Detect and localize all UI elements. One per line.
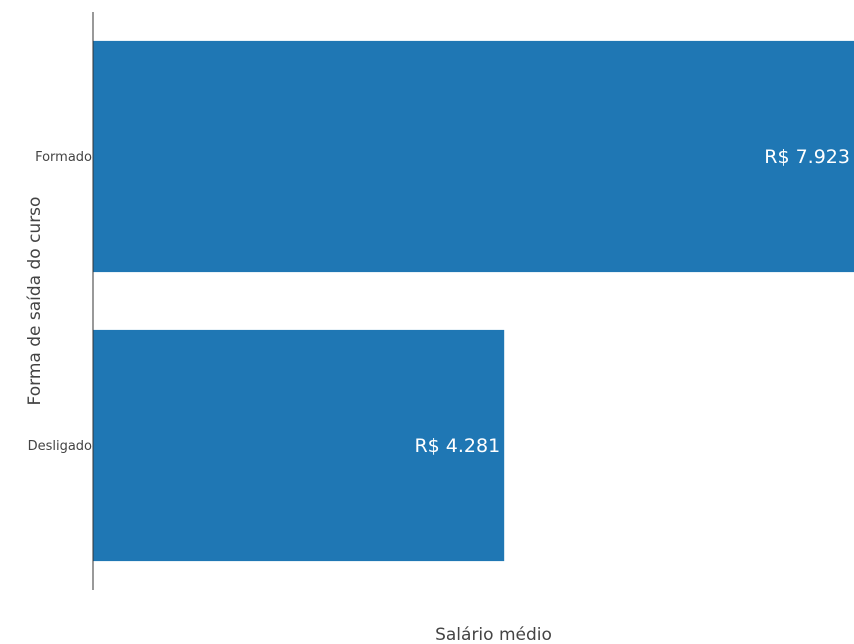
bars-group: R$ 7.923 R$ 4.281: [93, 40, 854, 562]
x-axis-title: Salário médio: [435, 625, 552, 644]
y-tick-label: Desligado: [28, 439, 92, 454]
bar-desligado: [93, 329, 505, 562]
y-tick-label: Formado: [35, 150, 92, 165]
bar-formado: [93, 40, 854, 273]
y-tick-labels: Formado Desligado: [28, 150, 92, 454]
y-axis-title: Forma de saída do curso: [25, 197, 45, 406]
bar-value-label: R$ 7.923: [764, 146, 850, 168]
bar-value-label: R$ 4.281: [414, 435, 500, 457]
